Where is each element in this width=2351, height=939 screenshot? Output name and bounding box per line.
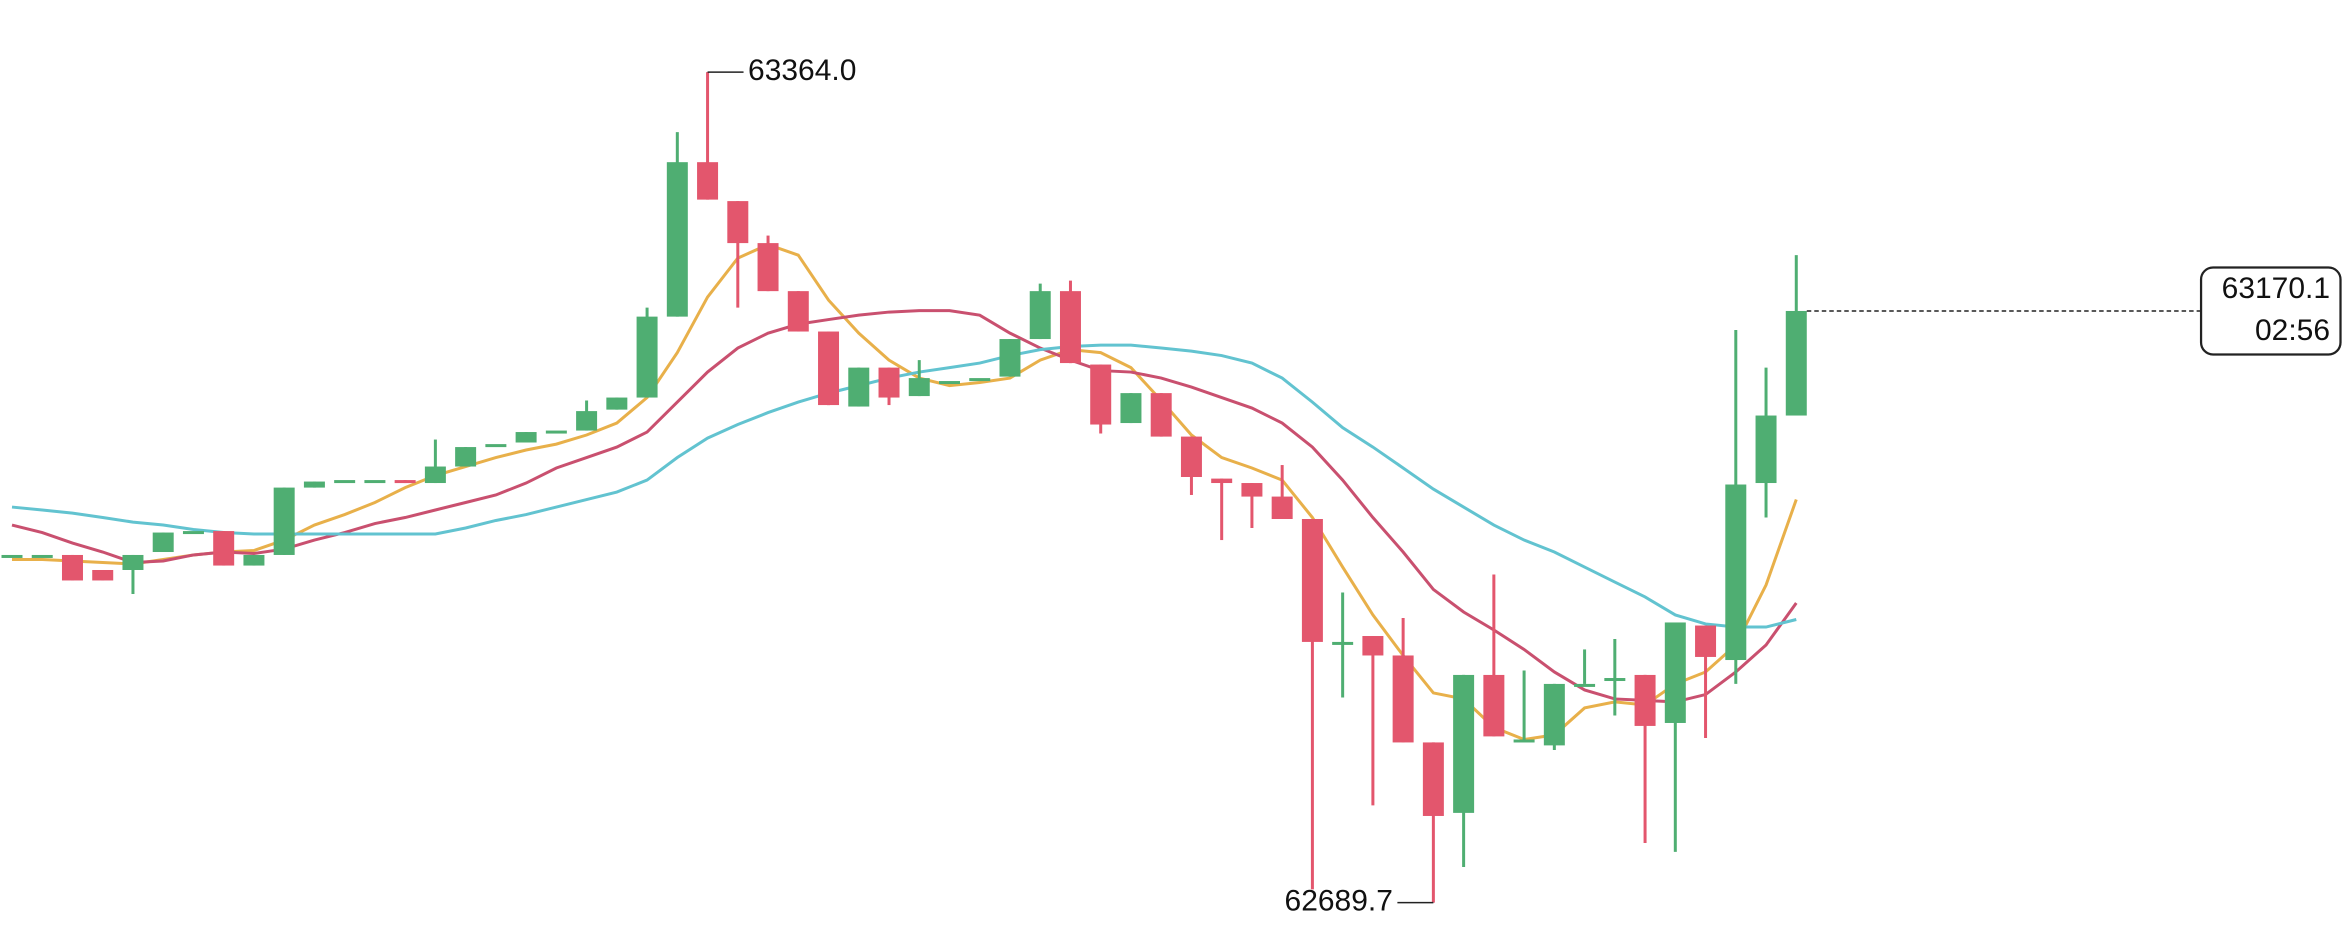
- candle-body: [1453, 674, 1475, 813]
- candle-body: [122, 554, 144, 570]
- candle-body: [1301, 518, 1323, 642]
- candle-body: [243, 554, 265, 566]
- candle-body: [182, 531, 204, 535]
- candle-body: [787, 291, 809, 332]
- candle-body: [1332, 641, 1354, 645]
- candle-body: [1120, 393, 1142, 424]
- candle-body: [1211, 478, 1233, 484]
- candle-body: [606, 397, 628, 410]
- candle-body: [1090, 364, 1112, 425]
- high-label: 63364.0: [748, 54, 856, 87]
- candle-body: [757, 243, 779, 292]
- moving-average-line: [11, 309, 1798, 704]
- candle-body: [969, 378, 991, 382]
- candle-body: [666, 162, 688, 317]
- candle-body: [152, 532, 174, 553]
- moving-average-line: [11, 343, 1797, 629]
- candle-body: [1695, 625, 1717, 657]
- candle-layer: [1, 72, 1807, 903]
- candle-body: [636, 316, 658, 398]
- candle-body: [394, 480, 416, 484]
- current-price: 63170.1: [2222, 272, 2330, 305]
- candle-body: [1362, 636, 1384, 656]
- candle-body: [1634, 674, 1656, 726]
- current-price-box: [2199, 266, 2342, 356]
- candle-body: [61, 554, 83, 581]
- label-layer: 63364.0 62689.7 63170.1 02:56: [707, 54, 2342, 918]
- candle-body: [576, 411, 598, 431]
- candle-body: [1574, 683, 1596, 687]
- candle-body: [485, 444, 507, 448]
- candle-body: [334, 480, 356, 484]
- candle-body: [1785, 310, 1807, 416]
- candle-body: [1604, 678, 1626, 682]
- candle-body: [1059, 291, 1081, 364]
- candle-body: [1422, 742, 1444, 816]
- candle-body: [424, 466, 446, 484]
- candle-body: [1150, 393, 1172, 437]
- candle-body: [1241, 483, 1263, 497]
- candle-body: [455, 447, 477, 467]
- low-label: 62689.7: [1285, 885, 1393, 918]
- candle-body: [818, 331, 840, 406]
- candle-body: [1, 554, 23, 558]
- candle-body: [727, 201, 749, 244]
- candle-body: [1755, 415, 1777, 484]
- candle-body: [878, 367, 900, 398]
- countdown: 02:56: [2255, 314, 2330, 347]
- candle-body: [213, 531, 235, 566]
- candle-body: [1029, 291, 1051, 340]
- candle-body: [1180, 436, 1202, 477]
- candle-body: [999, 339, 1021, 377]
- candle-body: [1271, 496, 1293, 519]
- candle-body: [545, 430, 567, 434]
- candle-body: [92, 569, 114, 581]
- candle-body: [515, 432, 537, 443]
- candle-body: [303, 481, 325, 488]
- candle-body: [1725, 484, 1747, 661]
- candle-body: [939, 381, 960, 385]
- candle-body: [1483, 674, 1505, 737]
- candle-body: [1664, 622, 1686, 723]
- candle-body: [1513, 739, 1535, 743]
- candle-body: [1392, 655, 1414, 743]
- candle-body: [908, 378, 930, 397]
- candle-body: [31, 554, 53, 558]
- candle-body: [697, 162, 719, 200]
- candle-body: [273, 487, 295, 555]
- candle-body: [1543, 683, 1565, 746]
- candle-body: [848, 367, 870, 407]
- candle-body: [364, 480, 386, 484]
